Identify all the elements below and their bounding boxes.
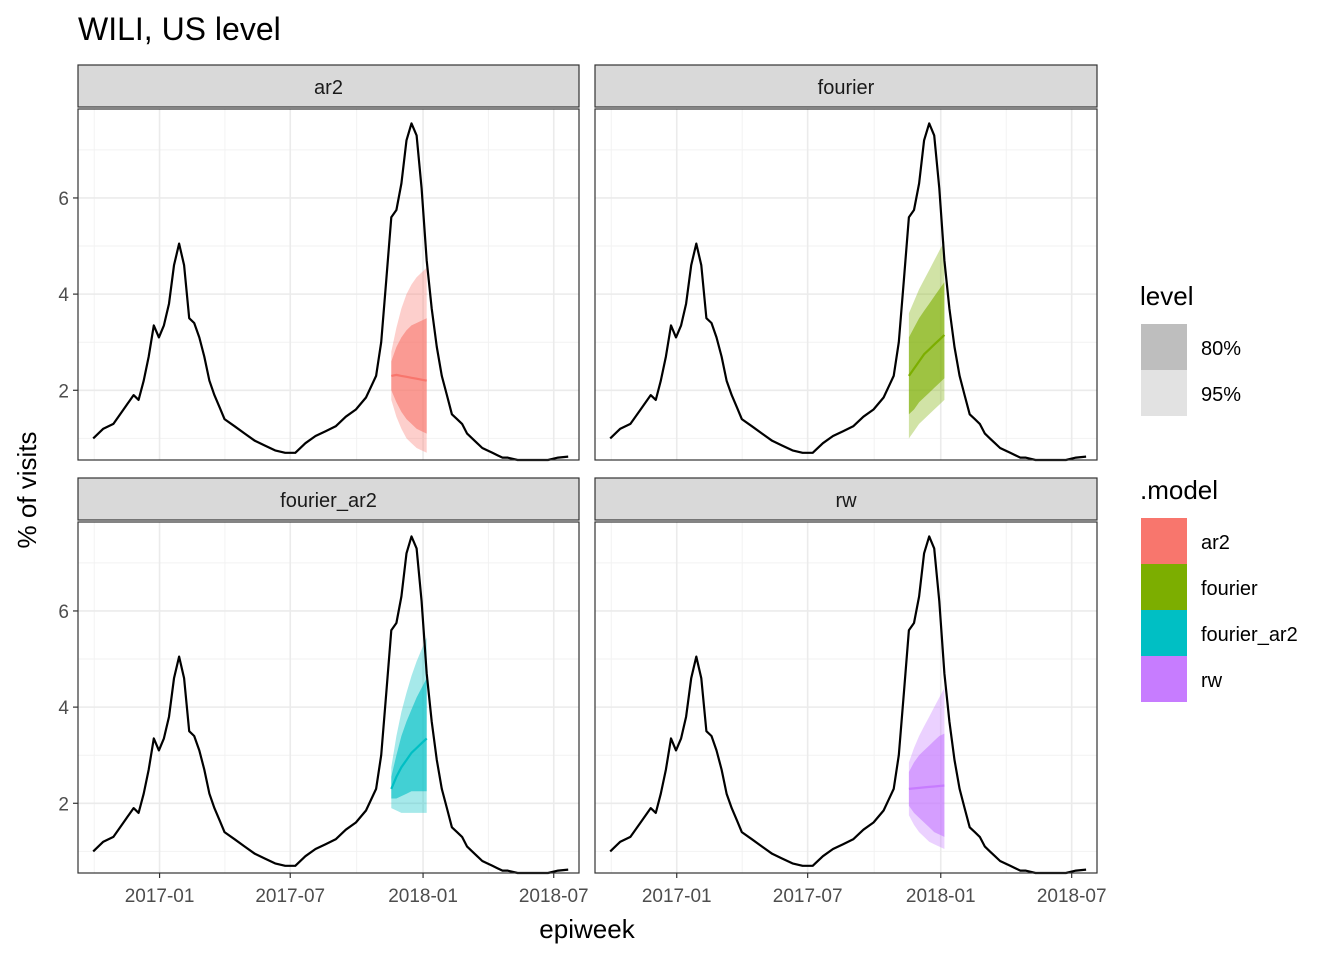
history-line <box>609 122 1087 462</box>
history-line <box>609 535 1087 875</box>
forecast-mean-line <box>908 784 945 790</box>
y-tick-label: 2 <box>58 794 69 815</box>
legend-model-label: fourier <box>1201 578 1258 600</box>
chart-title: WILI, US level <box>78 11 281 47</box>
legend-level: level 80% 95% <box>1140 281 1241 416</box>
y-axis-title: % of visits <box>12 431 42 548</box>
legend-level-label: 95% <box>1201 384 1241 406</box>
facet-strip-label: fourier_ar2 <box>280 490 377 512</box>
y-tick-label: 2 <box>58 381 69 402</box>
x-tick-label: 2018-07 <box>1037 886 1107 907</box>
forecast-mean-line <box>391 373 427 382</box>
forecast-band-80 <box>908 282 945 415</box>
facet-strip-label: rw <box>835 490 857 512</box>
y-tick-label: 4 <box>58 285 69 306</box>
panel-border <box>594 521 1098 874</box>
forecast-band-80 <box>391 318 427 434</box>
facet-strip-label: ar2 <box>314 77 343 99</box>
panel-border <box>77 521 580 874</box>
panel-background <box>595 522 1097 873</box>
x-tick-label: 2018-01 <box>906 886 976 907</box>
y-tick-label: 6 <box>58 189 69 210</box>
y-tick-label: 6 <box>58 602 69 623</box>
legend-level-label: 80% <box>1201 338 1241 360</box>
x-tick-label: 2017-07 <box>255 886 325 907</box>
legend-model-key <box>1141 610 1187 656</box>
legend-model-key <box>1141 564 1187 610</box>
legend-model-label: rw <box>1201 670 1223 692</box>
history-line <box>92 535 569 875</box>
legend-level-key <box>1141 370 1187 416</box>
panel-border <box>594 108 1098 461</box>
panel-background <box>78 109 579 460</box>
forecast-band-80 <box>908 733 945 837</box>
panel-background <box>595 109 1097 460</box>
legend-level-key <box>1141 324 1187 370</box>
x-tick-label: 2017-01 <box>125 886 195 907</box>
x-tick-label: 2018-01 <box>388 886 458 907</box>
facet-strip-label: fourier <box>818 77 875 99</box>
x-tick-label: 2017-01 <box>642 886 712 907</box>
facet-strip <box>594 64 1098 108</box>
legend-model-title: .model <box>1140 475 1218 505</box>
forecast-mean-line <box>390 737 428 790</box>
legend-model-key <box>1141 656 1187 702</box>
facet-panel-fourier: fourier <box>594 64 1098 462</box>
facet-strip <box>594 477 1098 521</box>
y-tick-label: 4 <box>58 698 69 719</box>
x-tick-label: 2018-07 <box>519 886 589 907</box>
forecast-mean-line <box>907 334 946 377</box>
legend-model-label: ar2 <box>1201 532 1230 554</box>
x-tick-label: 2017-07 <box>773 886 843 907</box>
facet-panel-rw: rw 2017-01 2017-07 2018-01 2018-07 <box>594 477 1107 907</box>
facet-strip <box>77 477 580 521</box>
facet-panel-ar2: ar2 2 4 6 <box>58 64 580 462</box>
legend-model-key <box>1141 518 1187 564</box>
legend-level-title: level <box>1140 281 1193 311</box>
facet-panel-fourier_ar2: fourier_ar2 2 4 6 2017-01 2017-07 2018-01 2018-… <box>58 477 589 907</box>
panel-background <box>78 522 579 873</box>
facet-strip <box>77 64 580 108</box>
panel-border <box>77 108 580 461</box>
history-line <box>92 122 569 462</box>
legend-model-label: fourier_ar2 <box>1201 624 1298 646</box>
x-axis-title: epiweek <box>539 914 635 944</box>
facet-panels: ar2 2 4 6 fourier fourier_ar2 2 4 6 2017-01 2017-0… <box>58 64 1107 907</box>
